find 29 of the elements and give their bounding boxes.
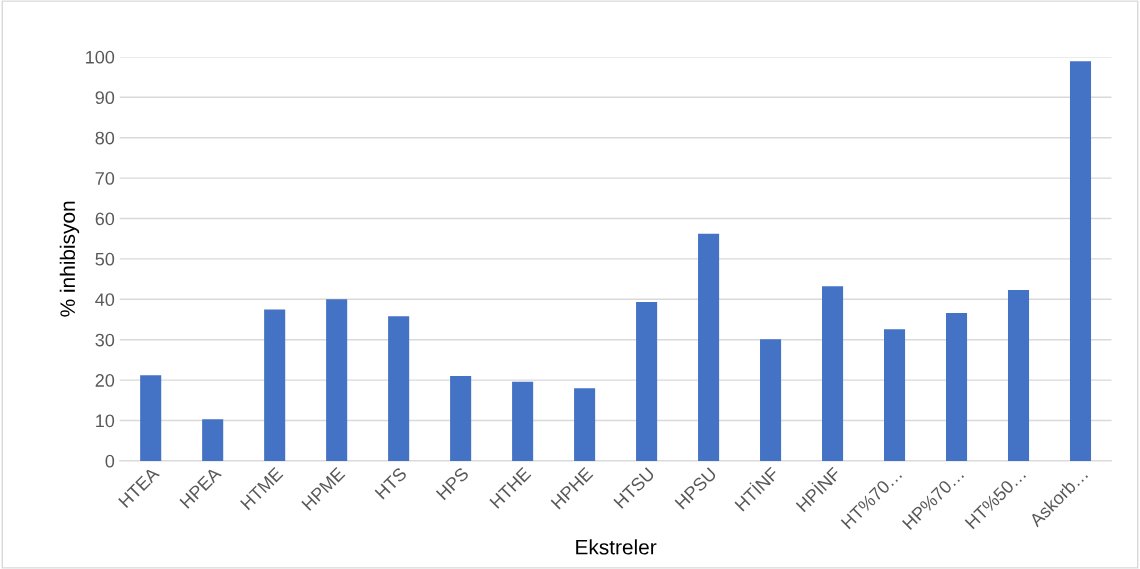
y-tick-label: 70	[95, 172, 115, 185]
y-tick-label: 40	[95, 293, 115, 307]
x-axis-title: Ekstreler	[576, 539, 657, 555]
y-tick-label: 20	[95, 374, 115, 387]
y-tick-label: 10	[96, 414, 115, 428]
bar	[450, 376, 472, 461]
y-tick-label: 50	[95, 252, 115, 266]
bar	[884, 329, 906, 461]
y-tick-label: 80	[95, 131, 115, 145]
bar	[574, 388, 596, 461]
y-tick-label: 100	[86, 50, 115, 64]
bar	[945, 313, 968, 461]
bar	[388, 316, 410, 461]
bar	[1069, 61, 1092, 461]
y-tick-label: 0	[105, 454, 115, 468]
y-tick-label: 90	[95, 91, 115, 105]
bar	[326, 299, 348, 461]
bar	[264, 309, 286, 461]
bar	[636, 302, 658, 461]
y-tick-label: 60	[95, 212, 115, 226]
bar	[140, 375, 162, 461]
y-axis-title: % inhibisyon	[59, 201, 80, 317]
bar	[698, 233, 720, 461]
y-tick-label: 30	[95, 333, 115, 347]
bar	[822, 286, 844, 461]
bar	[760, 339, 782, 461]
bar	[1007, 290, 1030, 461]
bar	[202, 419, 224, 461]
bar	[512, 381, 534, 461]
